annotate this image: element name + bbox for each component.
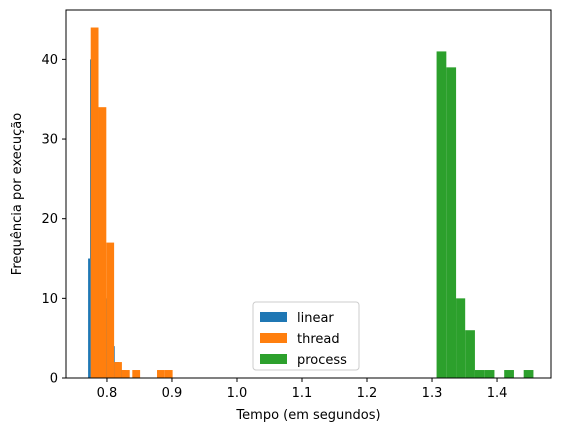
- thread-bar-5: [132, 370, 141, 378]
- process-bar-0: [436, 51, 447, 379]
- y-tick-label-0: 0: [50, 372, 58, 387]
- x-tick-label-4: 1.2: [357, 386, 378, 401]
- linear-bar-0: [88, 258, 91, 378]
- process-bar-3: [465, 330, 475, 378]
- x-axis-label: Tempo (em segundos): [235, 408, 380, 423]
- legend-swatch-thread: [260, 333, 287, 343]
- y-tick-label-1: 10: [41, 292, 58, 307]
- legend-swatch-linear: [260, 312, 287, 322]
- legend-label-process: process: [297, 353, 347, 368]
- thread-bar-0: [90, 27, 99, 379]
- y-axis-label: Frequência por execução: [10, 113, 25, 275]
- thread-bar-1: [98, 107, 107, 379]
- thread-bar-7: [164, 370, 173, 378]
- legend-swatch-process: [260, 354, 287, 364]
- process-bar-1: [446, 67, 457, 378]
- x-tick-label-6: 1.4: [487, 386, 508, 401]
- legend: linear thread process: [252, 301, 360, 371]
- bars-layer: [88, 27, 534, 379]
- legend-label-thread: thread: [297, 332, 340, 347]
- axes-layer: 0.8 0.9 1.0 1.1 1.2 1.3 1.4 0 10 20 30 40: [41, 9, 552, 401]
- y-tick-label-3: 30: [41, 133, 58, 148]
- x-tick-label-5: 1.3: [422, 386, 443, 401]
- x-tick-label-1: 0.9: [162, 386, 183, 401]
- thread-bar-3: [114, 362, 122, 378]
- thread-bar-2: [106, 242, 115, 378]
- thread-bar-6: [157, 370, 165, 378]
- x-tick-label-2: 1.0: [227, 386, 248, 401]
- process-bar-2: [456, 298, 466, 378]
- process-bar-7: [523, 370, 534, 378]
- y-tick-label-4: 40: [41, 53, 58, 68]
- thread-bar-4: [121, 370, 130, 378]
- x-tick-label-3: 1.1: [292, 386, 313, 401]
- process-bar-4: [474, 370, 485, 378]
- y-tick-label-2: 20: [41, 212, 58, 227]
- process-bar-5: [484, 370, 495, 378]
- plot-frame: [65, 9, 552, 379]
- x-tick-label-0: 0.8: [97, 386, 118, 401]
- process-bar-6: [504, 370, 514, 378]
- legend-label-linear: linear: [297, 311, 334, 326]
